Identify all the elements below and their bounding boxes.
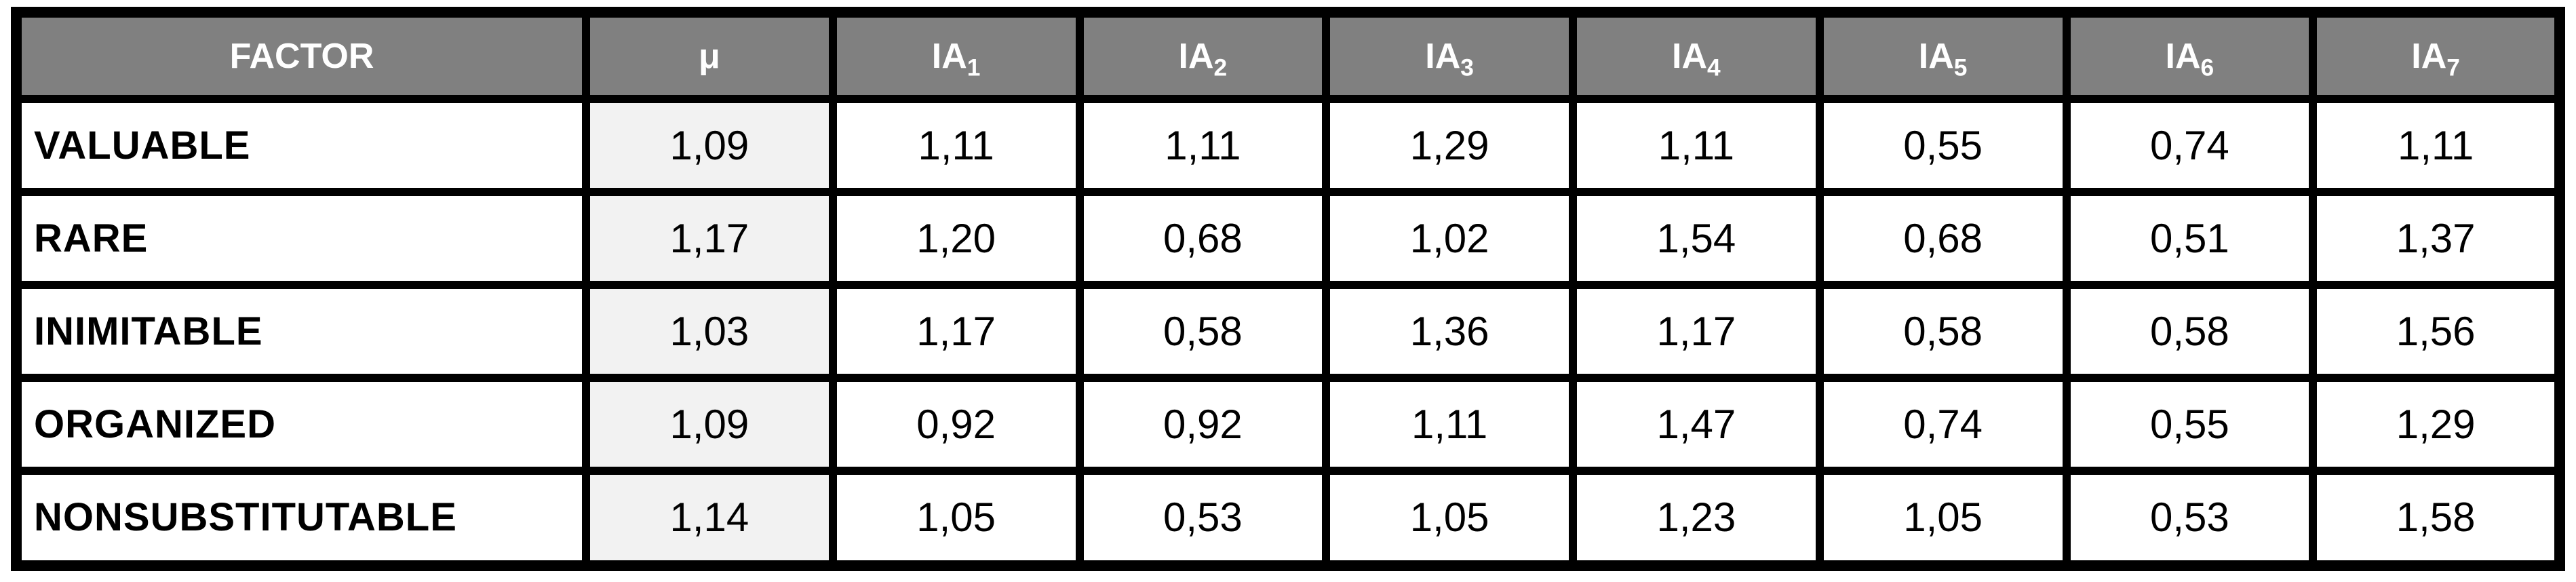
value-cell: 1,11 bbox=[2309, 95, 2564, 196]
table-row-rare: RARE 1,17 1,20 0,68 1,02 1,54 0,68 0,51 … bbox=[12, 187, 2564, 289]
mu-value-cell: 1,03 bbox=[582, 280, 837, 382]
mu-value-cell: 1,09 bbox=[582, 95, 837, 196]
value-cell: 1,20 bbox=[828, 187, 1084, 289]
value-cell: 0,74 bbox=[1815, 373, 2071, 475]
value-cell: 0,58 bbox=[2062, 280, 2318, 382]
header-subscript: 4 bbox=[1707, 54, 1721, 81]
value-cell: 0,68 bbox=[1815, 187, 2071, 289]
value-cell: 1,11 bbox=[828, 95, 1084, 196]
factor-cell: VALUABLE bbox=[12, 95, 590, 196]
value-cell: 1,17 bbox=[828, 280, 1084, 382]
header-subscript: 3 bbox=[1460, 54, 1474, 81]
value-cell: 0,55 bbox=[1815, 95, 2071, 196]
column-header-ia3: IA3 bbox=[1322, 8, 1577, 103]
value-cell: 0,92 bbox=[828, 373, 1084, 475]
value-cell: 1,02 bbox=[1322, 187, 1577, 289]
column-header-factor: FACTOR bbox=[12, 8, 590, 103]
value-cell: 1,17 bbox=[1569, 280, 1824, 382]
value-cell: 0,58 bbox=[1815, 280, 2071, 382]
column-header-ia4: IA4 bbox=[1569, 8, 1824, 103]
header-subscript: 6 bbox=[2200, 54, 2214, 81]
value-cell: 1,36 bbox=[1322, 280, 1577, 382]
table-row-valuable: VALUABLE 1,09 1,11 1,11 1,29 1,11 0,55 0… bbox=[12, 95, 2564, 196]
column-header-ia2: IA2 bbox=[1075, 8, 1331, 103]
value-cell: 0,55 bbox=[2062, 373, 2318, 475]
value-cell: 0,53 bbox=[1075, 466, 1331, 570]
header-subscript: 5 bbox=[1953, 54, 1968, 81]
table-row-inimitable: INIMITABLE 1,03 1,17 0,58 1,36 1,17 0,58… bbox=[12, 280, 2564, 382]
column-header-ia6: IA6 bbox=[2062, 8, 2318, 103]
value-cell: 1,29 bbox=[2309, 373, 2564, 475]
value-cell: 0,51 bbox=[2062, 187, 2318, 289]
value-cell: 1,58 bbox=[2309, 466, 2564, 570]
value-cell: 1,56 bbox=[2309, 280, 2564, 382]
header-label: FACTOR bbox=[229, 37, 374, 76]
mu-value-cell: 1,17 bbox=[582, 187, 837, 289]
value-cell: 0,68 bbox=[1075, 187, 1331, 289]
value-cell: 0,58 bbox=[1075, 280, 1331, 382]
header-label: IA bbox=[1672, 37, 1708, 76]
value-cell: 0,92 bbox=[1075, 373, 1331, 475]
value-cell: 1,29 bbox=[1322, 95, 1577, 196]
mu-value-cell: 1,14 bbox=[582, 466, 837, 570]
value-cell: 1,05 bbox=[1322, 466, 1577, 570]
value-cell: 1,11 bbox=[1322, 373, 1577, 475]
column-header-ia5: IA5 bbox=[1815, 8, 2071, 103]
header-label: IA bbox=[1425, 37, 1461, 76]
value-cell: 0,53 bbox=[2062, 466, 2318, 570]
header-label: IA bbox=[2165, 37, 2201, 76]
factor-cell: NONSUBSTITUTABLE bbox=[12, 466, 590, 570]
column-header-mu: μ bbox=[582, 8, 837, 103]
mu-value-cell: 1,09 bbox=[582, 373, 837, 475]
value-cell: 1,47 bbox=[1569, 373, 1824, 475]
header-subscript: 7 bbox=[2446, 54, 2460, 81]
factor-evaluation-table: FACTOR μ IA1 IA2 IA3 IA4 IA5 IA6 IA7 VAL… bbox=[11, 7, 2565, 571]
value-cell: 1,05 bbox=[828, 466, 1084, 570]
header-row: FACTOR μ IA1 IA2 IA3 IA4 IA5 IA6 IA7 bbox=[12, 8, 2564, 103]
factor-cell: ORGANIZED bbox=[12, 373, 590, 475]
factor-cell: INIMITABLE bbox=[12, 280, 590, 382]
value-cell: 0,74 bbox=[2062, 95, 2318, 196]
table-row-nonsubstitutable: NONSUBSTITUTABLE 1,14 1,05 0,53 1,05 1,2… bbox=[12, 466, 2564, 570]
header-label: IA bbox=[931, 37, 967, 76]
header-subscript: 2 bbox=[1213, 54, 1228, 81]
value-cell: 1,05 bbox=[1815, 466, 2071, 570]
value-cell: 1,23 bbox=[1569, 466, 1824, 570]
column-header-ia1: IA1 bbox=[828, 8, 1084, 103]
header-label: IA bbox=[1178, 37, 1214, 76]
value-cell: 1,11 bbox=[1569, 95, 1824, 196]
factor-cell: RARE bbox=[12, 187, 590, 289]
header-subscript: 1 bbox=[967, 54, 981, 81]
table-row-organized: ORGANIZED 1,09 0,92 0,92 1,11 1,47 0,74 … bbox=[12, 373, 2564, 475]
value-cell: 1,54 bbox=[1569, 187, 1824, 289]
value-cell: 1,37 bbox=[2309, 187, 2564, 289]
header-label: μ bbox=[698, 37, 720, 76]
column-header-ia7: IA7 bbox=[2309, 8, 2564, 103]
value-cell: 1,11 bbox=[1075, 95, 1331, 196]
header-label: IA bbox=[2411, 37, 2447, 76]
header-label: IA bbox=[1918, 37, 1954, 76]
